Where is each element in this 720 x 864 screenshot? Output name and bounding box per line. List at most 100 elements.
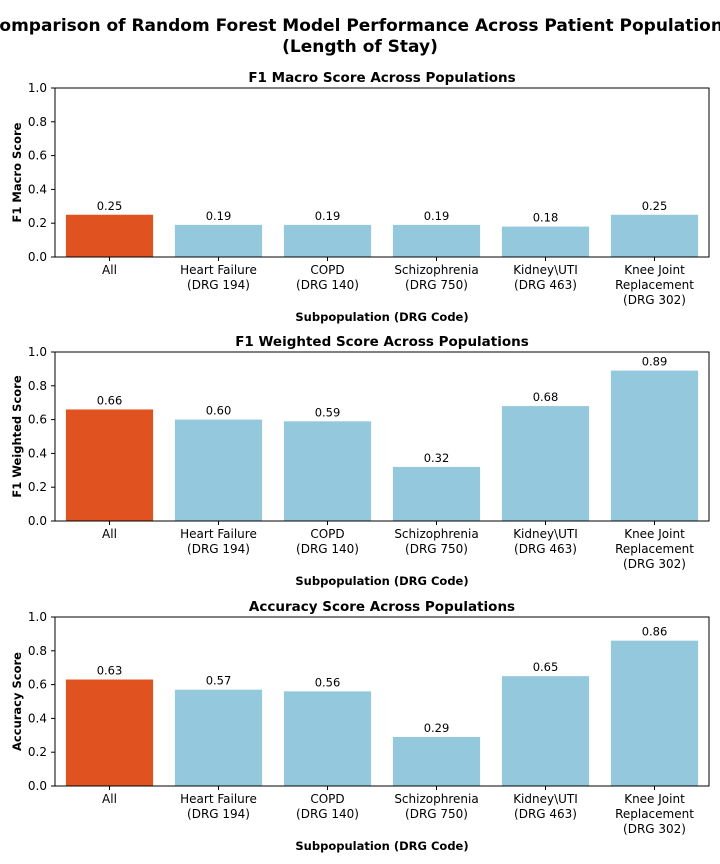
y-axis-label: F1 Macro Score [10,122,24,222]
x-tick-label: Kidney\UTI [513,263,578,277]
x-tick-label: Replacement [615,542,694,556]
y-axis-label: Accuracy Score [10,652,24,751]
y-tick-label: 0.4 [28,446,47,460]
data-label: 0.19 [315,209,341,223]
x-tick-label: (DRG 302) [623,822,686,836]
x-axis-label: Subpopulation (DRG Code) [295,310,468,324]
y-tick-label: 0.2 [28,745,47,759]
data-label: 0.59 [315,405,341,419]
data-label: 0.19 [206,209,232,223]
x-tick-label: (DRG 140) [296,807,359,821]
y-tick-label: 0.2 [28,480,47,494]
x-tick-label: Replacement [615,278,694,292]
bar [610,214,699,257]
data-label: 0.60 [206,404,232,418]
chart-panel-1: F1 Macro Score Across Populations 0.25 0.1… [10,70,710,324]
x-tick-label: (DRG 302) [623,557,686,571]
y-tick-label: 1.0 [28,610,47,624]
x-tick-label: (DRG 302) [623,293,686,307]
x-axis-label: Subpopulation (DRG Code) [295,839,468,853]
chart-panel-3: Accuracy Score Across Populations 0.63 0.5… [10,599,710,853]
data-label: 0.32 [424,451,450,465]
x-axis-label: Subpopulation (DRG Code) [295,574,468,588]
data-label: 0.57 [206,674,232,688]
x-tick-label: Schizophrenia [394,263,478,277]
data-label: 0.56 [315,675,341,689]
bar [392,466,481,521]
x-tick-label: (DRG 140) [296,542,359,556]
data-label: 0.18 [533,211,559,225]
x-tick-label: Kidney\UTI [513,527,578,541]
x-tick-label: COPD [310,527,344,541]
x-tick-label: (DRG 463) [514,807,577,821]
bar [501,226,590,257]
bar [283,224,372,257]
data-label: 0.19 [424,209,450,223]
data-label: 0.25 [97,199,123,213]
data-label: 0.29 [424,721,450,735]
chart-panels: F1 Macro Score Across Populations 0.25 0.1… [10,70,710,853]
figure-title-line-2: (Length of Stay) [282,37,438,57]
plot-frame [54,351,710,522]
bar [65,679,154,786]
bar [283,691,372,786]
x-tick-label: Heart Failure [180,792,257,806]
bar [610,640,699,786]
data-label: 0.68 [533,390,559,404]
x-tick-label: (DRG 194) [187,278,250,292]
y-tick-label: 1.0 [28,81,47,95]
y-tick-label: 0.6 [28,413,47,427]
y-tick-label: 0.6 [28,149,47,163]
x-tick-label: (DRG 194) [187,542,250,556]
y-tick-label: 0.8 [28,644,47,658]
y-tick-label: 0.0 [28,779,47,793]
bar [501,406,590,521]
y-tick-label: 0.4 [28,711,47,725]
data-label: 0.86 [642,625,668,639]
x-tick-label: (DRG 750) [405,278,468,292]
bar [392,736,481,786]
bar [174,224,263,257]
chart-title: F1 Macro Score Across Populations [248,70,515,86]
x-tick-label: (DRG 140) [296,278,359,292]
x-tick-label: (DRG 463) [514,278,577,292]
data-label: 0.66 [97,393,123,407]
chart-title: F1 Weighted Score Across Populations [235,334,529,350]
chart-panel-2: F1 Weighted Score Across Populations 0.66… [10,334,710,588]
x-tick-label: All [102,263,117,277]
y-tick-label: 0.8 [28,115,47,129]
y-tick-label: 0.0 [28,514,47,528]
x-tick-label: Replacement [615,807,694,821]
bar [174,689,263,786]
bar [392,224,481,257]
data-label: 0.65 [533,660,559,674]
x-tick-label: (DRG 194) [187,807,250,821]
x-tick-label: Knee Joint [624,527,685,541]
data-label: 0.25 [642,199,668,213]
data-label: 0.89 [642,355,668,369]
x-tick-label: Knee Joint [624,263,685,277]
bar [65,409,154,521]
x-tick-label: (DRG 750) [405,542,468,556]
y-axis-label: F1 Weighted Score [10,375,24,498]
y-tick-label: 1.0 [28,345,47,359]
plot-frame [54,87,710,258]
bar [174,419,263,521]
x-tick-label: COPD [310,792,344,806]
x-tick-label: Heart Failure [180,527,257,541]
bar [501,676,590,786]
figure-title-line-1: Comparison of Random Forest Model Perfor… [0,16,720,36]
plot-frame [54,616,710,787]
x-tick-label: COPD [310,263,344,277]
bar [610,370,699,521]
y-tick-label: 0.6 [28,678,47,692]
x-tick-label: Kidney\UTI [513,792,578,806]
data-label: 0.63 [97,664,123,678]
bar [65,214,154,257]
bar [283,421,372,521]
y-tick-label: 0.4 [28,182,47,196]
x-tick-label: Knee Joint [624,792,685,806]
x-tick-label: Heart Failure [180,263,257,277]
x-tick-label: (DRG 463) [514,542,577,556]
